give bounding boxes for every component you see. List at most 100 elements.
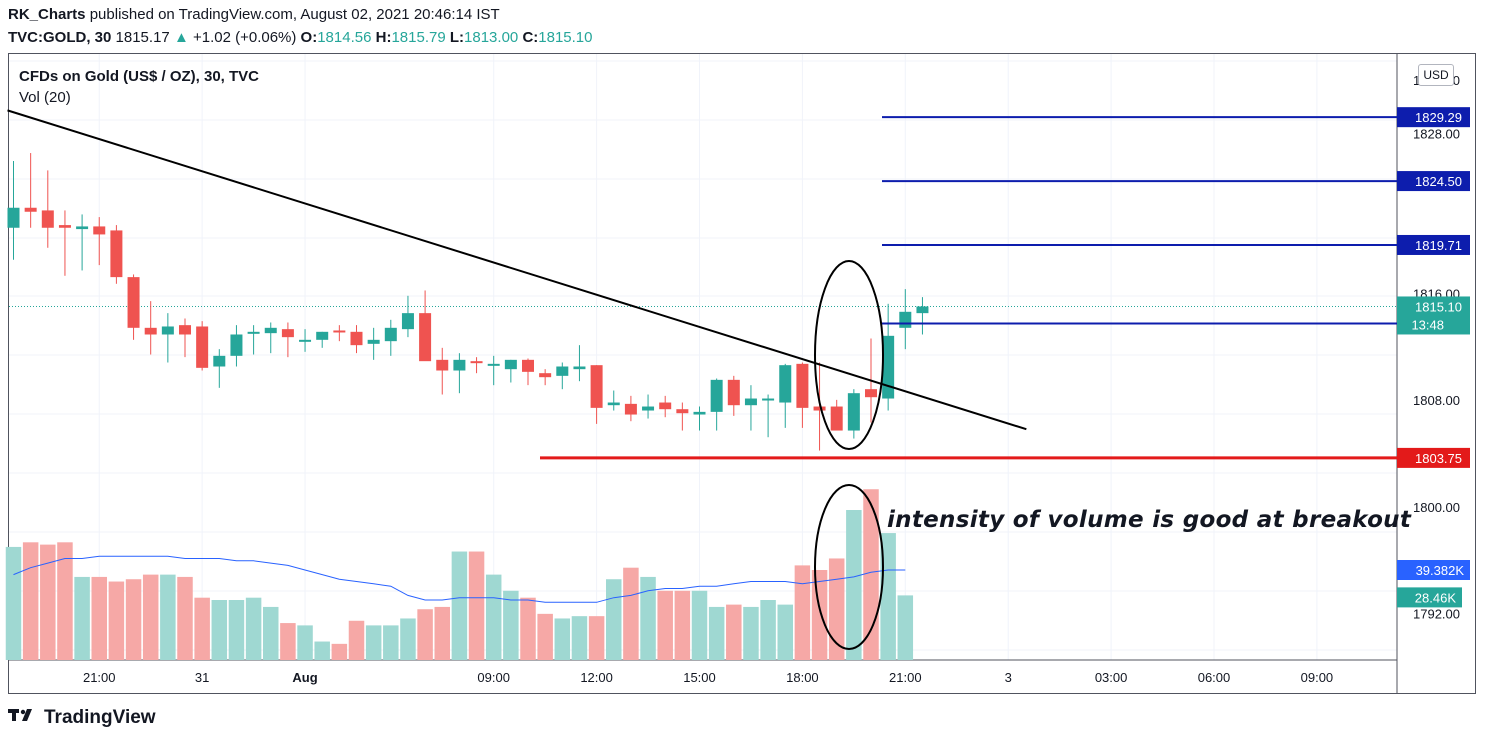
legend-volume[interactable]: Vol (20) bbox=[19, 89, 71, 106]
candle-body bbox=[642, 406, 655, 411]
tradingview-logo-icon bbox=[8, 707, 36, 729]
volume-bar bbox=[211, 600, 228, 660]
candle-body bbox=[281, 329, 294, 338]
volume-bar bbox=[606, 579, 622, 660]
volume-bar bbox=[400, 618, 416, 660]
volume-bar bbox=[485, 574, 502, 660]
candle-body bbox=[865, 389, 877, 398]
candle-body bbox=[350, 331, 363, 346]
x-tick-label: 09:00 bbox=[477, 670, 510, 685]
candle-body bbox=[58, 225, 71, 228]
x-tick-label: 31 bbox=[195, 670, 209, 685]
x-tick-label: 21:00 bbox=[83, 670, 116, 685]
y-tick-label: 1808.00 bbox=[1413, 393, 1460, 408]
candle-body bbox=[213, 355, 226, 367]
volume-bar bbox=[520, 597, 536, 660]
volume-bar bbox=[331, 643, 348, 660]
volume-bar bbox=[5, 546, 22, 660]
volume-bar bbox=[22, 542, 39, 660]
low-label: L: bbox=[449, 29, 465, 46]
volume-bar bbox=[657, 590, 673, 660]
y-tick-label: 1800.00 bbox=[1413, 500, 1460, 515]
level-label: 1829.29 bbox=[1415, 110, 1462, 125]
candle-body bbox=[573, 366, 586, 370]
legend-title[interactable]: CFDs on Gold (US$ / OZ), 30, TVC bbox=[19, 68, 260, 85]
x-tick-label: 12:00 bbox=[580, 670, 613, 685]
open-value: 1814.56 bbox=[317, 29, 372, 46]
candle-body bbox=[24, 207, 37, 212]
volume-bar bbox=[57, 542, 73, 660]
candle-body bbox=[7, 207, 20, 228]
volume-ma-line bbox=[13, 555, 906, 603]
volume-bar bbox=[554, 618, 571, 660]
candle-body bbox=[299, 339, 312, 342]
volume-bar bbox=[468, 551, 485, 660]
candle-body bbox=[504, 359, 517, 370]
annotation-text: intensity of volume is good at breakout bbox=[887, 507, 1412, 533]
volume-bar bbox=[451, 551, 468, 660]
volume-bar bbox=[314, 641, 330, 660]
x-tick-label: Aug bbox=[292, 670, 317, 685]
ohlc-line: TVC:GOLD, 30 1815.17 ▲ +1.02 (+0.06%) O:… bbox=[8, 29, 593, 46]
candle-body bbox=[436, 359, 449, 371]
volume-bar bbox=[640, 576, 656, 660]
published-text: published on TradingView.com, August 02,… bbox=[89, 6, 500, 23]
footer-brand[interactable]: TradingView bbox=[8, 707, 156, 729]
x-tick-label: 09:00 bbox=[1301, 670, 1334, 685]
level-label: 1824.50 bbox=[1415, 174, 1462, 189]
candle-body bbox=[161, 326, 174, 335]
candle-body bbox=[830, 406, 843, 431]
volume-bar bbox=[365, 625, 382, 660]
candle-body bbox=[110, 230, 123, 278]
publisher-name[interactable]: RK_Charts bbox=[8, 6, 86, 23]
change-arrow-icon: ▲ bbox=[173, 29, 189, 46]
volume-bar bbox=[760, 600, 776, 660]
candle-body bbox=[316, 331, 329, 340]
candle-body bbox=[93, 226, 106, 235]
candle-body bbox=[882, 335, 895, 399]
volume-ma-label-bg bbox=[1397, 560, 1470, 580]
candle-body bbox=[693, 411, 706, 415]
volume-bar bbox=[280, 623, 296, 660]
candle-body bbox=[401, 313, 414, 330]
candle-body bbox=[41, 210, 54, 228]
candle-body bbox=[710, 379, 723, 412]
volume-bar bbox=[880, 533, 896, 660]
volume-bar bbox=[228, 600, 245, 660]
candle-body bbox=[384, 327, 397, 342]
candle-body bbox=[899, 311, 912, 328]
x-tick-label: 03:00 bbox=[1095, 670, 1128, 685]
candle-body bbox=[607, 402, 620, 406]
volume-bar bbox=[297, 625, 313, 660]
candle-body bbox=[127, 277, 140, 328]
y-tick-label: 1828.00 bbox=[1413, 126, 1460, 141]
candle-body bbox=[196, 326, 209, 368]
candle-body bbox=[779, 365, 792, 403]
volume-last-label: 28.46K bbox=[1415, 590, 1457, 605]
volume-bar bbox=[623, 567, 639, 660]
brand-name: TradingView bbox=[44, 707, 156, 728]
volume-bar bbox=[91, 576, 107, 660]
currency-button[interactable]: USD bbox=[1418, 64, 1454, 86]
candle-body bbox=[556, 366, 569, 376]
volume-bar bbox=[537, 613, 553, 660]
candle-body bbox=[230, 334, 243, 356]
level-label-bg bbox=[1397, 447, 1470, 468]
candle-body bbox=[762, 398, 775, 401]
volume-bar bbox=[348, 620, 365, 660]
level-label-bg bbox=[1397, 234, 1470, 255]
candle-body bbox=[676, 409, 689, 414]
candle-body bbox=[847, 393, 860, 431]
volume-bar bbox=[74, 576, 90, 660]
x-tick-label: 18:00 bbox=[786, 670, 819, 685]
candle-body bbox=[590, 365, 603, 408]
level-label: 1803.75 bbox=[1415, 451, 1462, 466]
x-tick-label: 3 bbox=[1005, 670, 1012, 685]
candle-body bbox=[796, 363, 809, 408]
candle-body bbox=[522, 359, 534, 372]
volume-bar bbox=[160, 574, 176, 660]
low-value: 1813.00 bbox=[464, 29, 519, 46]
level-label-bg bbox=[1397, 171, 1470, 192]
candle-body bbox=[487, 363, 500, 366]
